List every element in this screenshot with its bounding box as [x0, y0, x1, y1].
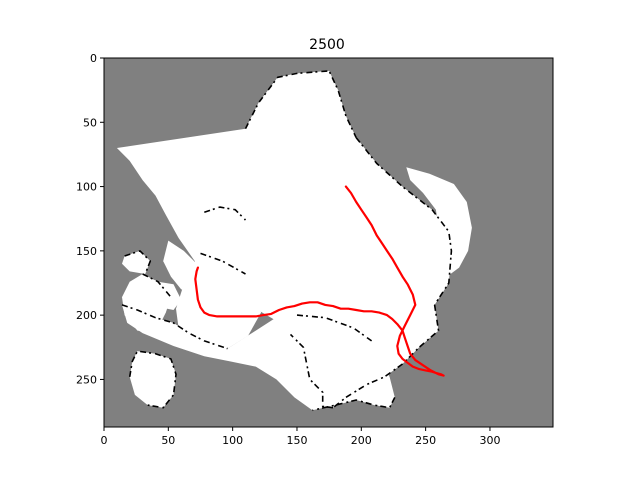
x-tick-label: 0 — [101, 434, 108, 447]
occupied-wall-5 — [128, 350, 177, 409]
x-axis: 0 50 100 150 200 250 300 — [101, 427, 500, 447]
x-tick-label: 100 — [222, 434, 243, 447]
plot-frame — [103, 57, 554, 428]
y-tick-label: 150 — [76, 245, 97, 258]
y-tick-label: 0 — [90, 52, 97, 65]
free-space-region-2 — [281, 214, 454, 287]
x-tick-label: 250 — [415, 434, 436, 447]
occupied-wall-4 — [121, 304, 228, 350]
free-space-region-5 — [199, 207, 249, 246]
map-walls — [121, 70, 453, 412]
x-tick-label: 200 — [351, 434, 372, 447]
occupied-wall-9 — [204, 206, 247, 221]
y-tick-label: 200 — [76, 309, 97, 322]
occupied-wall-8 — [200, 252, 246, 275]
occupancy-map — [116, 70, 472, 411]
x-tick-label: 150 — [286, 434, 307, 447]
y-tick-label: 100 — [76, 181, 97, 194]
y-tick-label: 250 — [76, 373, 97, 386]
free-space-region-9 — [122, 250, 151, 274]
free-space-region-0 — [116, 70, 452, 408]
free-space-region-6 — [122, 304, 395, 411]
free-space-region-1 — [402, 167, 472, 303]
x-tick-label: 300 — [479, 434, 500, 447]
trajectory-line — [194, 185, 445, 377]
trajectory-layer — [194, 185, 445, 377]
free-space-region-11 — [152, 281, 182, 310]
y-axis: 0 50 100 150 200 250 — [76, 52, 104, 386]
occupied-wall-10 — [296, 314, 373, 342]
free-space-region-10 — [381, 271, 408, 313]
free-space-region-8 — [129, 351, 176, 408]
occupied-wall-3 — [289, 333, 334, 409]
chart-title: 2500 — [309, 37, 345, 53]
occupied-wall-2 — [332, 304, 440, 409]
occupied-wall-0 — [244, 70, 357, 139]
x-tick-label: 50 — [161, 434, 175, 447]
occupied-wall-11 — [312, 397, 396, 412]
occupied-wall-7 — [142, 273, 172, 298]
free-space-region-4 — [163, 240, 202, 292]
y-tick-label: 50 — [83, 116, 97, 129]
